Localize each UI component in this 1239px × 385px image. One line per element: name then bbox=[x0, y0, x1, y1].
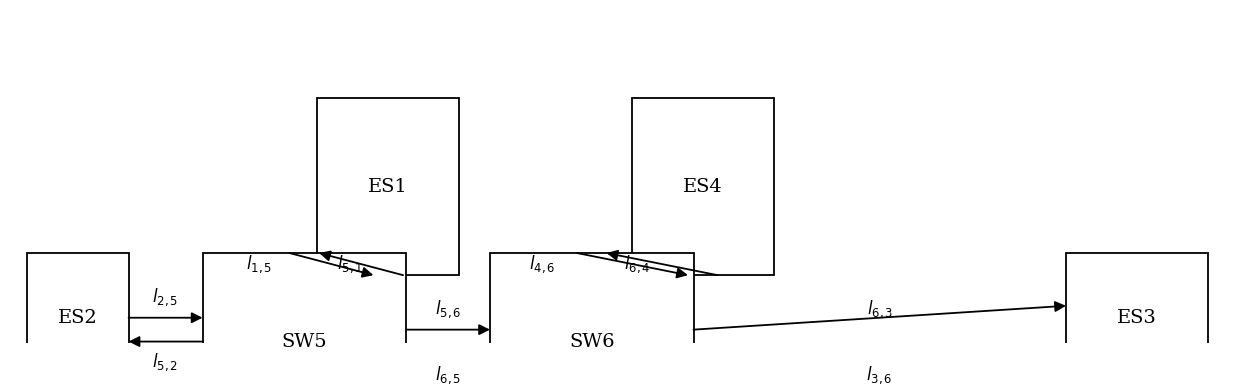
Text: $l_{5,1}$: $l_{5,1}$ bbox=[337, 253, 363, 275]
Text: $l_{6,4}$: $l_{6,4}$ bbox=[624, 253, 650, 275]
Text: $l_{4,6}$: $l_{4,6}$ bbox=[529, 253, 556, 275]
Text: $l_{6,5}$: $l_{6,5}$ bbox=[435, 365, 461, 385]
Text: ES3: ES3 bbox=[1118, 309, 1157, 327]
Text: SW6: SW6 bbox=[569, 333, 615, 351]
Text: $l_{5,2}$: $l_{5,2}$ bbox=[152, 351, 178, 373]
FancyBboxPatch shape bbox=[1066, 253, 1208, 382]
FancyBboxPatch shape bbox=[203, 253, 406, 385]
Text: $l_{2,5}$: $l_{2,5}$ bbox=[152, 286, 178, 308]
Text: ES2: ES2 bbox=[58, 309, 98, 327]
Text: $l_{1,5}$: $l_{1,5}$ bbox=[245, 253, 271, 275]
Text: SW5: SW5 bbox=[281, 333, 327, 351]
Text: ES4: ES4 bbox=[683, 177, 722, 196]
FancyBboxPatch shape bbox=[317, 98, 460, 275]
FancyBboxPatch shape bbox=[632, 98, 773, 275]
Text: ES1: ES1 bbox=[368, 177, 408, 196]
Text: $l_{6,3}$: $l_{6,3}$ bbox=[866, 298, 893, 320]
FancyBboxPatch shape bbox=[489, 253, 694, 385]
Text: $l_{3,6}$: $l_{3,6}$ bbox=[866, 365, 893, 385]
FancyBboxPatch shape bbox=[27, 253, 129, 382]
Text: $l_{5,6}$: $l_{5,6}$ bbox=[435, 298, 461, 320]
